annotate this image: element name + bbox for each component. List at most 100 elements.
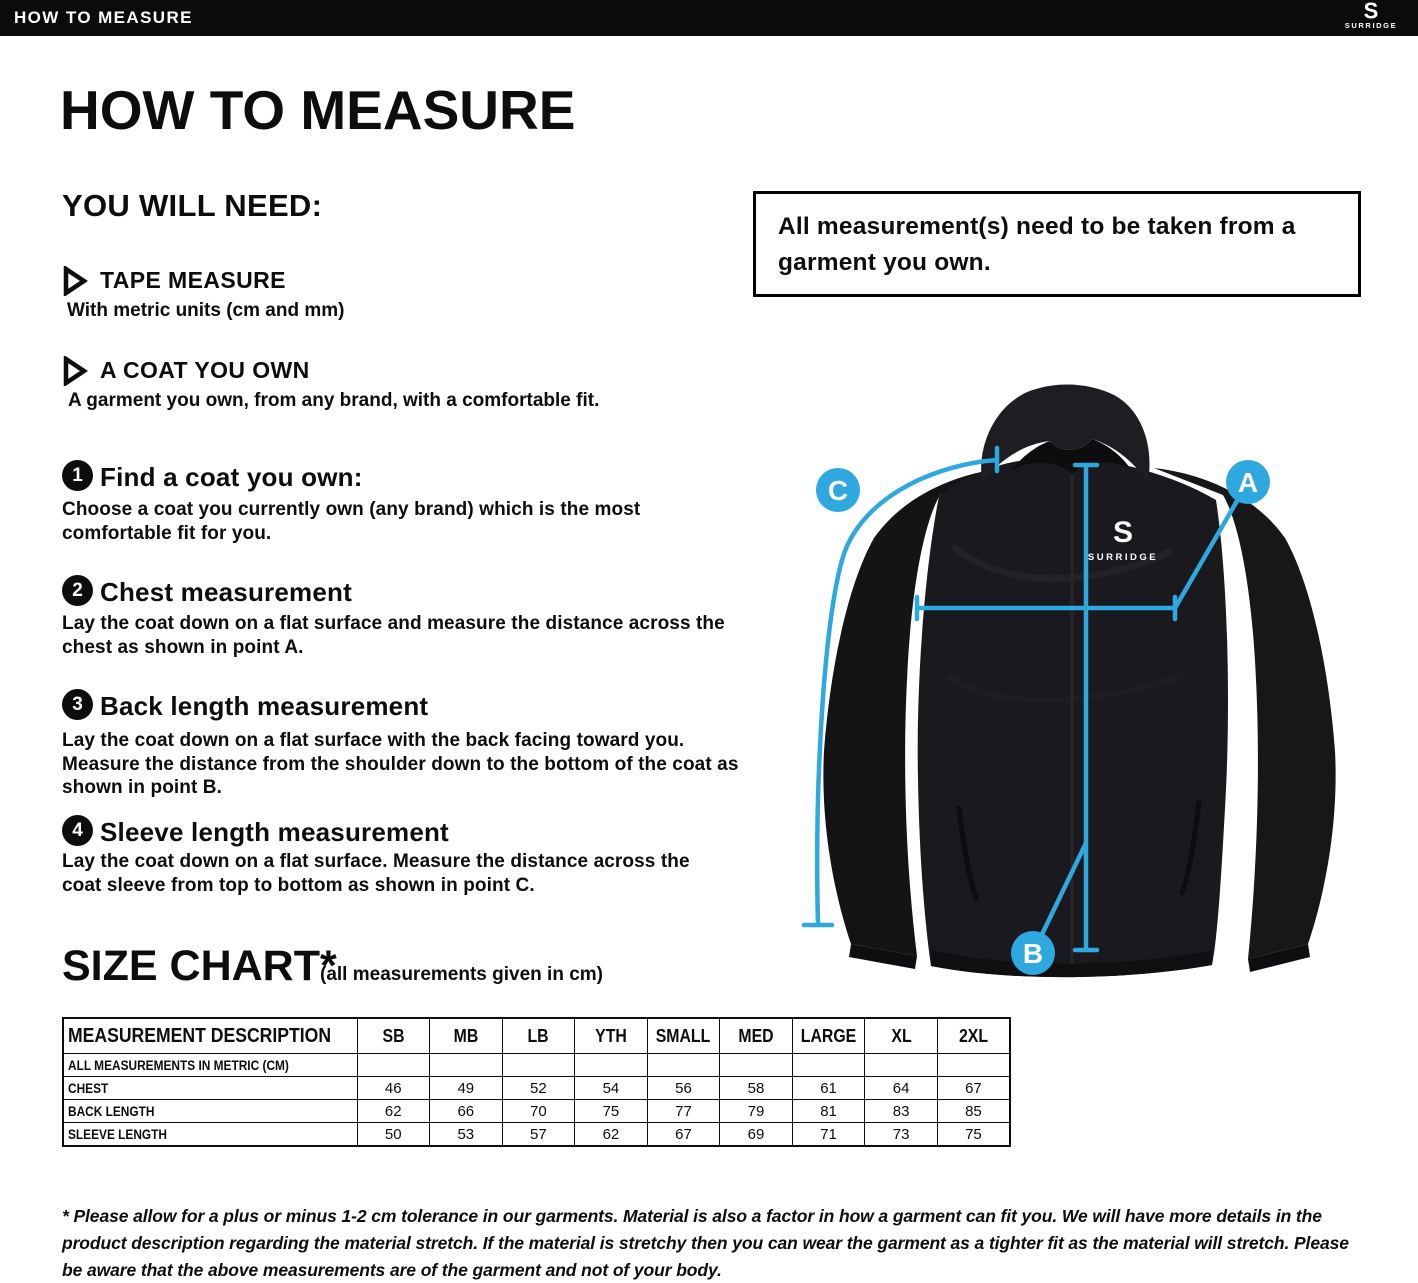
step-2-body: Lay the coat down on a flat surface and …	[62, 613, 725, 658]
measurement-point-markers: A B C	[816, 460, 1270, 975]
cell: 62	[356, 1099, 431, 1123]
col-header-med: MED	[738, 1025, 774, 1046]
cell: 61	[791, 1076, 866, 1100]
point-a-label: A	[1238, 467, 1258, 498]
cell: 67	[936, 1076, 1011, 1100]
step-3-body: Lay the coat down on a flat surface with…	[62, 730, 739, 799]
col-header-small: SMALL	[656, 1025, 711, 1046]
point-b-marker	[1011, 931, 1055, 975]
step-2-title: Chest measurement	[100, 577, 352, 607]
table-row: BACK LENGTH 62 66 70 75 77 79 81 83 85	[62, 1099, 1011, 1123]
cell: 75	[574, 1099, 648, 1123]
point-c-label: C	[828, 475, 848, 506]
table-row: SLEEVE LENGTH 50 53 57 62 67 69 71 73 75	[62, 1122, 1011, 1147]
cell: 79	[719, 1099, 793, 1123]
size-chart-heading: SIZE CHART*	[62, 942, 337, 990]
col-header-lb: LB	[527, 1025, 549, 1046]
cell: 49	[429, 1076, 503, 1100]
col-header-2xl: 2XL	[958, 1025, 988, 1046]
top-bar: HOW TO MEASURE S SURRIDGE	[0, 0, 1418, 36]
cell: 70	[501, 1099, 576, 1123]
surridge-logo: S SURRIDGE	[1336, 0, 1406, 30]
cell	[501, 1053, 576, 1077]
jacket-logo-s-icon: S	[1113, 516, 1133, 549]
cell: 57	[501, 1122, 576, 1147]
tool-label-tape-measure: TAPE MEASURE	[100, 267, 286, 293]
cell: 73	[864, 1122, 938, 1147]
cell: 71	[791, 1122, 866, 1147]
jacket-measurement-diagram: S SURRIDGE A B C	[801, 384, 1336, 978]
row-label-metric: ALL MEASUREMENTS IN METRIC (CM)	[68, 1057, 289, 1073]
point-a-marker	[1226, 460, 1270, 504]
step-2-number: 2	[62, 575, 93, 606]
cell: 64	[864, 1076, 938, 1100]
point-c-marker	[816, 468, 860, 512]
cell	[646, 1053, 721, 1077]
size-chart-table: MEASUREMENT DESCRIPTION SB MB LB YTH SMA…	[62, 1017, 1011, 1147]
col-header-xl: XL	[890, 1025, 912, 1046]
cell: 58	[719, 1076, 793, 1100]
col-header-mb: MB	[453, 1025, 479, 1046]
col-header-large: LARGE	[800, 1025, 857, 1046]
jacket-right-cuff	[1248, 944, 1310, 972]
tool-desc-coat: A garment you own, from any brand, with …	[68, 390, 600, 411]
cell	[936, 1053, 1011, 1077]
surridge-s-icon: S	[1363, 0, 1379, 24]
cell: 46	[356, 1076, 431, 1100]
tool-desc-tape-measure: With metric units (cm and mm)	[67, 300, 345, 321]
col-header-sb: SB	[382, 1025, 405, 1046]
jacket-left-cuff	[849, 944, 917, 969]
cell: 52	[501, 1076, 576, 1100]
jacket-wrinkle	[949, 543, 1174, 582]
tool-label-coat: A COAT YOU OWN	[100, 357, 310, 383]
step-1-title: Find a coat you own:	[100, 462, 363, 492]
cell: 77	[646, 1099, 721, 1123]
step-4-body: Lay the coat down on a flat surface. Mea…	[62, 851, 690, 896]
cell: 50	[356, 1122, 431, 1147]
cell: 85	[936, 1099, 1011, 1123]
step-4-number: 4	[62, 815, 93, 846]
table-row: CHEST 46 49 52 54 56 58 61 64 67	[62, 1076, 1011, 1100]
cell	[429, 1053, 503, 1077]
row-label-back-length: BACK LENGTH	[68, 1103, 155, 1119]
row-label-chest: CHEST	[68, 1080, 109, 1096]
page-title: HOW TO MEASURE	[60, 79, 576, 141]
col-header-description: MEASUREMENT DESCRIPTION	[68, 1024, 332, 1047]
size-chart-subtitle: (all measurements given in cm)	[320, 964, 603, 985]
jacket-hood-opening	[1012, 439, 1130, 474]
tolerance-footnote: * Please allow for a plus or minus 1-2 c…	[62, 1206, 1349, 1280]
you-will-need-heading: YOU WILL NEED:	[62, 188, 323, 223]
notice-box: All measurement(s) need to be taken from…	[753, 191, 1361, 297]
step-3-title: Back length measurement	[100, 691, 429, 721]
step-1-body: Choose a coat you currently own (any bra…	[62, 499, 641, 544]
cell	[719, 1053, 793, 1077]
row-label-sleeve-length: SLEEVE LENGTH	[68, 1126, 168, 1142]
cell	[791, 1053, 866, 1077]
jacket-logo-wordmark: SURRIDGE	[1088, 552, 1158, 563]
step-4-title: Sleeve length measurement	[100, 817, 449, 847]
table-row: ALL MEASUREMENTS IN METRIC (CM)	[62, 1053, 1011, 1077]
cell: 53	[429, 1122, 503, 1147]
top-bar-title: HOW TO MEASURE	[14, 8, 193, 27]
cell: 67	[646, 1122, 721, 1147]
cell: 81	[791, 1099, 866, 1123]
cell: 62	[574, 1122, 648, 1147]
cell	[356, 1053, 431, 1077]
cell: 66	[429, 1099, 503, 1123]
cell: 54	[574, 1076, 648, 1100]
cell: 83	[864, 1099, 938, 1123]
cell: 56	[646, 1076, 721, 1100]
jacket-left-sleeve	[823, 468, 1005, 956]
cell: 69	[719, 1122, 793, 1147]
surridge-wordmark: SURRIDGE	[1344, 21, 1398, 30]
step-1-number: 1	[62, 460, 93, 491]
sleeve-measure-curve	[815, 457, 1000, 928]
jacket-wrinkle	[945, 673, 1183, 704]
cell	[864, 1053, 938, 1077]
jacket-hood	[981, 384, 1150, 482]
col-header-yth: YTH	[595, 1025, 627, 1046]
triangle-bullet-icon	[63, 356, 88, 386]
jacket-pocket	[956, 805, 979, 901]
point-b-label: B	[1023, 938, 1043, 969]
